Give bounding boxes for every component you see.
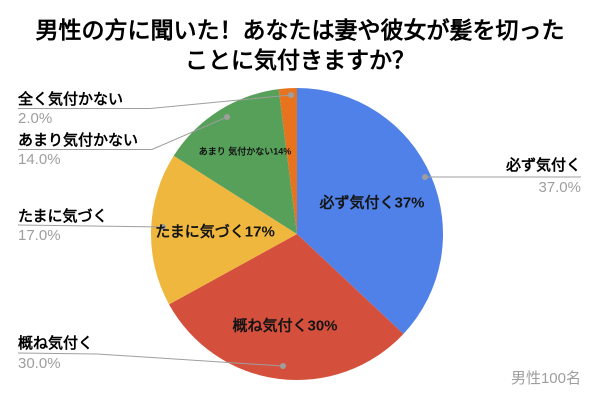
outer-label-pct-rarely: 14.0% — [18, 151, 61, 168]
leader-line-4 — [18, 94, 292, 109]
outer-label-pct-always: 37.0% — [538, 179, 581, 196]
chart-title-line1: 男性の方に聞いた！あなたは妻や彼女が髪を切った — [35, 17, 565, 43]
pie-slice-3 — [173, 89, 297, 235]
pie-inner-label-3: あまり 気付かない14% — [198, 146, 292, 157]
chart-title-line2: ことに気付きますか？ — [185, 47, 415, 73]
pie-slice-0 — [297, 88, 443, 334]
outer-label-name-sometimes: たまに気づく — [18, 208, 108, 225]
pie-inner-label-1: 概ね気付く30% — [232, 317, 338, 335]
leader-dot-0 — [422, 174, 428, 180]
pie-slice-4 — [278, 88, 297, 234]
leader-dot-1 — [280, 363, 286, 369]
sample-size-note: 男性100名 — [510, 370, 581, 387]
leader-dot-3 — [224, 114, 230, 120]
pie-slice-1 — [169, 234, 404, 380]
outer-label-name-mostly: 概ね気付く — [18, 335, 94, 352]
leader-dot-4 — [288, 92, 294, 98]
pie-inner-label-0: 必ず気付く37% — [319, 194, 425, 212]
leader-line-3 — [18, 116, 228, 150]
pie-inner-label-2: たまに気づく17% — [155, 223, 275, 241]
outer-label-name-never: 全く気付かない — [18, 91, 124, 108]
outer-label-pct-never: 2.0% — [18, 110, 53, 127]
leader-line-1 — [17, 352, 284, 367]
leader-dot-2 — [160, 224, 166, 230]
outer-label-pct-sometimes: 17.0% — [18, 227, 61, 244]
pie-slice-2 — [151, 155, 297, 305]
outer-label-name-rarely: あまり気付かない — [18, 132, 139, 149]
leader-line-2 — [17, 224, 164, 228]
outer-label-name-always: 必ず気付く — [505, 157, 581, 174]
chart-title: 男性の方に聞いた！あなたは妻や彼女が髪を切った ことに気付きますか？ — [0, 15, 600, 75]
outer-label-pct-mostly: 30.0% — [18, 355, 61, 372]
